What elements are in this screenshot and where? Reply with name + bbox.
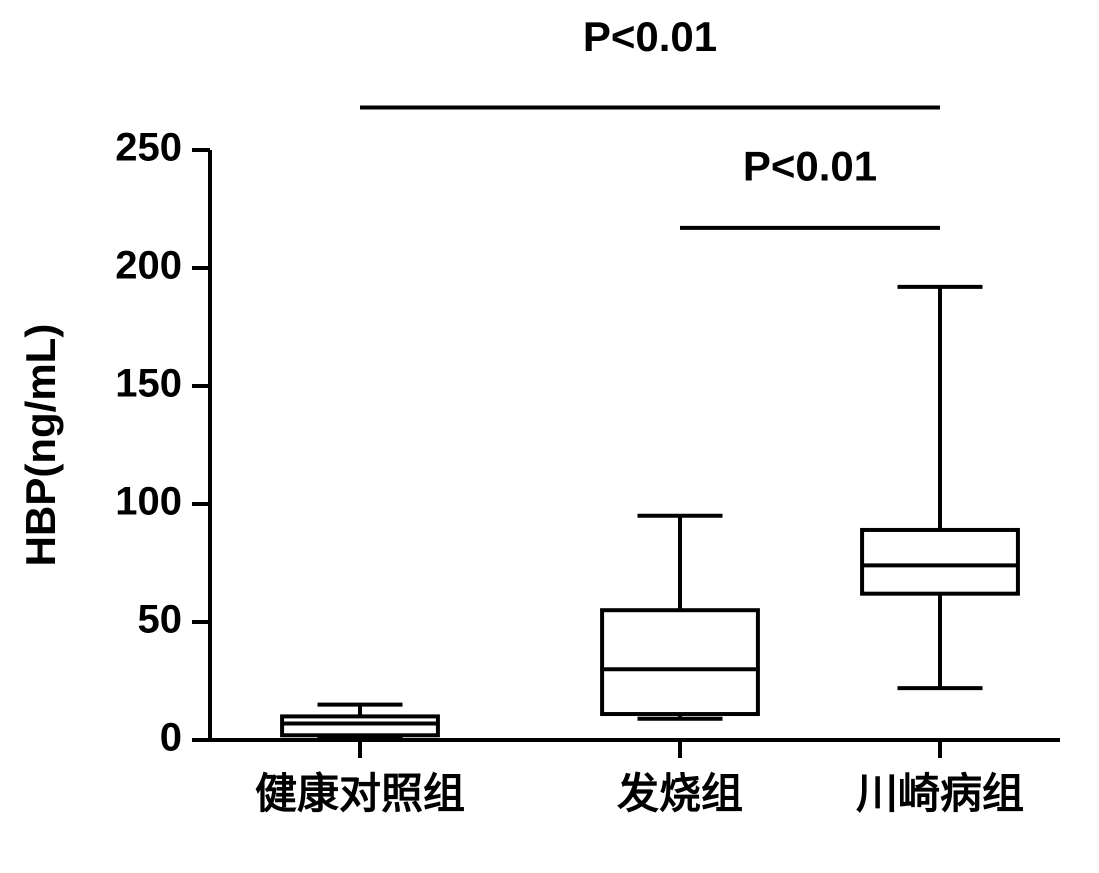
x-category-label: 发烧组 bbox=[617, 770, 743, 817]
significance-label: P<0.01 bbox=[583, 13, 717, 60]
significance-label: P<0.01 bbox=[743, 143, 877, 190]
y-tick-label: 0 bbox=[160, 716, 182, 760]
box bbox=[602, 610, 758, 714]
y-tick-label: 250 bbox=[115, 126, 182, 170]
boxplot-chart: 0 50 100 150 200 250 健康对照组 发烧组 川崎病组 HBP(ng/mL) P<0… bbox=[0, 0, 1099, 873]
x-category-label: 健康对照组 bbox=[255, 770, 465, 817]
chart-svg: 0 50 100 150 200 250 健康对照组 发烧组 川崎病组 HBP(ng/mL) P<0… bbox=[0, 0, 1099, 873]
y-tick-label: 150 bbox=[115, 362, 182, 406]
y-tick-label: 200 bbox=[115, 244, 182, 288]
box bbox=[862, 530, 1018, 594]
y-tick-label: 100 bbox=[115, 480, 182, 524]
y-tick-label: 50 bbox=[138, 598, 183, 642]
y-axis-label: HBP(ng/mL) bbox=[17, 324, 64, 567]
x-category-label: 川崎病组 bbox=[856, 770, 1024, 817]
box bbox=[282, 716, 438, 735]
